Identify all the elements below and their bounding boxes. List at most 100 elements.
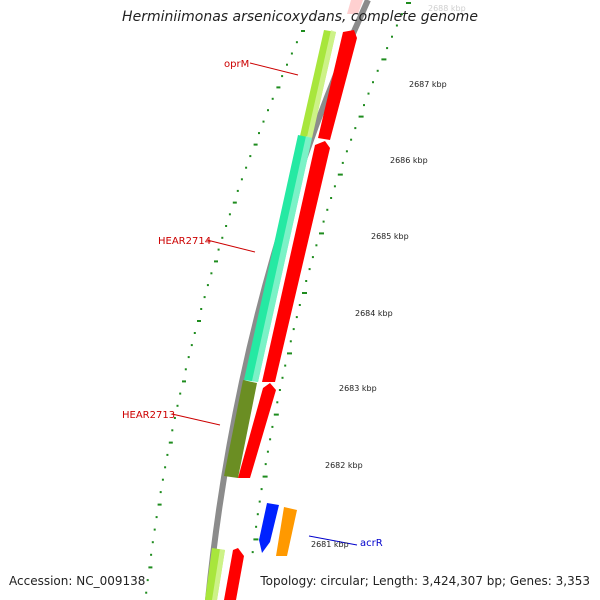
inner-tick [197, 320, 201, 322]
scale-tick [337, 173, 343, 176]
inner-tick [173, 417, 176, 419]
scale-label-2686: 2686 kbp [390, 156, 428, 165]
gene-acrR-forward [259, 503, 279, 553]
inner-tick [262, 120, 265, 123]
scale-tick [322, 220, 325, 223]
scale-tick [298, 304, 301, 306]
gene-label-oprM: oprM [224, 59, 249, 70]
scale-tick [251, 551, 254, 554]
scale-label-2688: 2688 kbp [428, 4, 466, 13]
scale-tick [295, 316, 298, 319]
inner-tick [225, 225, 228, 227]
scale-tick [381, 58, 387, 61]
inner-tick [232, 201, 237, 204]
gene-HEAR2713 [224, 380, 257, 478]
inner-tick [155, 516, 158, 519]
inner-tick [145, 591, 148, 594]
scale-label-2682: 2682 kbp [325, 461, 363, 470]
scale-tick [266, 450, 269, 453]
scale-tick [255, 525, 258, 528]
inner-tick [271, 97, 274, 100]
inner-tick [286, 63, 288, 66]
gene-feature-top-faded [347, 0, 363, 14]
inner-tick [153, 528, 156, 531]
scale-tick [276, 401, 279, 404]
inner-tick [249, 155, 252, 158]
inner-tick [214, 260, 218, 263]
inner-tick [148, 566, 153, 569]
scale-tick [354, 127, 357, 130]
scale-tick [319, 232, 324, 235]
gene-label-HEAR2714: HEAR2714 [158, 236, 211, 247]
inner-tick [301, 30, 305, 32]
scale-tick [258, 500, 261, 503]
scale-label-2684: 2684 kbp [355, 309, 393, 318]
inner-tick [164, 466, 167, 469]
scale-tick [273, 413, 279, 416]
inner-tick [221, 236, 224, 239]
inner-tick [176, 404, 179, 407]
gene-HEAR2714-shade [252, 136, 312, 382]
acrR-leader [308, 535, 358, 546]
gene-label-acrR: acrR [360, 538, 383, 549]
scale-tick [330, 197, 333, 199]
scale-tick [376, 69, 379, 72]
gene-acrR-reverse [276, 507, 297, 556]
scale-track [251, 2, 411, 554]
inner-tick [187, 356, 190, 359]
gene-bottom-green-shade [212, 549, 225, 600]
inner-tick [159, 491, 162, 494]
inner-tick [150, 553, 153, 556]
inner-tick [206, 284, 209, 287]
map-title: Herminiimonas arsenicoxydans, complete g… [122, 9, 478, 25]
inner-tick [182, 380, 186, 383]
scale-label-2683: 2683 kbp [339, 384, 377, 393]
inner-tick [190, 344, 193, 347]
scale-tick [253, 538, 259, 541]
inner-tick [210, 272, 213, 275]
scale-tick [358, 115, 364, 118]
inner-tick [240, 178, 243, 181]
inner-tick [161, 478, 164, 481]
HEAR2714-leader [206, 239, 256, 253]
inner-tick [217, 248, 220, 251]
scale-tick [292, 328, 295, 331]
scale-tick [333, 185, 336, 188]
gene-label-HEAR2713: HEAR2713 [122, 410, 175, 421]
cds-feature-3 [238, 383, 276, 478]
inner-tick [166, 453, 169, 456]
scale-tick [311, 256, 314, 259]
inner-tick [290, 52, 293, 55]
inner-tick [157, 503, 162, 506]
scale-tick [287, 352, 292, 355]
scale-tick [271, 425, 274, 428]
scale-tick [341, 161, 344, 164]
scale-tick [345, 150, 348, 153]
scale-label-2687: 2687 kbp [409, 80, 447, 89]
scale-tick [350, 138, 353, 141]
inner-tick [200, 308, 203, 310]
inner-tick [203, 296, 206, 299]
scale-tick [264, 463, 267, 466]
genome-summary: Topology: circular; Length: 3,424,307 bp… [260, 574, 590, 588]
scale-tick [395, 24, 398, 27]
scale-label-2681: 2681 kbp [311, 540, 349, 549]
scale-tick [281, 376, 284, 379]
scale-tick [269, 438, 272, 441]
inner-tick [228, 213, 231, 216]
scale-tick [372, 81, 374, 84]
scale-tick [363, 104, 365, 107]
inner-tick [258, 132, 260, 135]
inner-tick [267, 109, 269, 112]
cds-feature-4 [224, 548, 244, 600]
inner-tick [281, 75, 284, 78]
scale-tick [308, 268, 311, 271]
inner-tick-track [145, 30, 305, 594]
cds-feature-1 [318, 30, 357, 140]
inner-tick [295, 41, 298, 44]
inner-tick [245, 166, 248, 169]
scale-tick [278, 389, 281, 391]
scale-tick [315, 244, 318, 247]
inner-tick [146, 579, 149, 582]
